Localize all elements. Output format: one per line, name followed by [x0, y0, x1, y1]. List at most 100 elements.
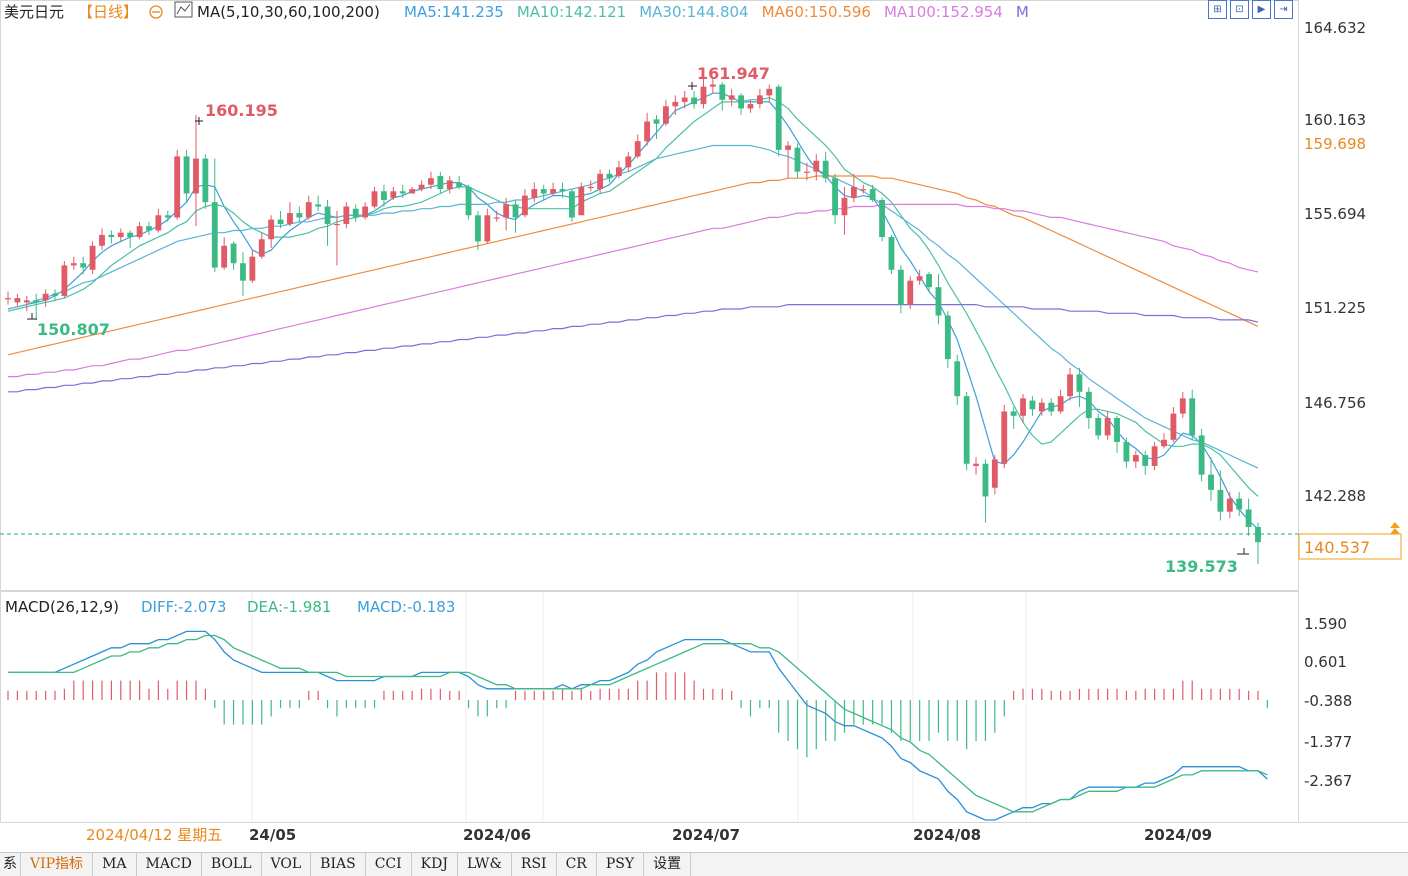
- candle: [268, 215, 275, 248]
- tab-psy[interactable]: PSY: [597, 853, 645, 876]
- tab-vip-indicators[interactable]: VIP指标: [21, 853, 94, 876]
- candle: [399, 184, 406, 198]
- candle: [681, 91, 688, 109]
- current-price-label: 140.537: [1304, 538, 1370, 557]
- candle-body: [1067, 374, 1073, 397]
- candle: [418, 180, 425, 192]
- price-arrow-icon[interactable]: [1390, 528, 1400, 534]
- tab-kdj[interactable]: KDJ: [412, 853, 458, 876]
- candle: [202, 154, 209, 209]
- period-label[interactable]: 【日线】: [78, 3, 138, 21]
- candle-body: [1010, 411, 1017, 416]
- price-arrow-icon[interactable]: [1390, 522, 1400, 528]
- candle-body: [766, 88, 773, 96]
- candle-body: [1189, 398, 1196, 436]
- candle-body: [240, 263, 246, 281]
- grid-icon[interactable]: ⊞: [1208, 0, 1227, 19]
- candle: [1226, 492, 1233, 519]
- candle-body: [42, 293, 49, 301]
- candle-body: [475, 215, 481, 242]
- candle: [1245, 498, 1252, 536]
- tab-cci[interactable]: CCI: [366, 853, 412, 876]
- candle-body: [305, 202, 312, 218]
- candle-body: [935, 287, 942, 316]
- ma-values: MA5:141.235 MA10:142.121 MA30:144.804 MA60:…: [404, 3, 1029, 21]
- tab-bias[interactable]: BIAS: [311, 853, 366, 876]
- candle: [305, 195, 312, 220]
- candle: [653, 114, 660, 139]
- candle: [1217, 470, 1224, 521]
- candle: [146, 221, 152, 235]
- candle-body: [183, 156, 190, 194]
- candle-body: [587, 186, 594, 189]
- candle: [738, 93, 744, 115]
- candle-body: [559, 189, 566, 192]
- candle-body: [531, 189, 538, 198]
- play-icon[interactable]: ▶: [1252, 0, 1271, 19]
- macd-diff: DIFF:-2.073: [141, 598, 226, 616]
- ma-value-1: MA10:142.121: [517, 3, 626, 21]
- tab-boll[interactable]: BOLL: [202, 853, 262, 876]
- forward-icon[interactable]: ⇥: [1274, 0, 1293, 19]
- candle-body: [1142, 455, 1149, 466]
- candle: [164, 210, 171, 222]
- candle: [822, 152, 829, 183]
- macd-title: MACD(26,12,9): [5, 598, 119, 616]
- candle: [352, 204, 359, 222]
- x-label-aug: 2024/08: [913, 826, 981, 844]
- candle: [258, 232, 265, 259]
- ma-value-5: M: [1016, 3, 1029, 21]
- zoom-icon[interactable]: ⊡: [1230, 0, 1249, 19]
- candle: [465, 184, 472, 220]
- macd-hist-value: MACD:-0.183: [357, 598, 455, 616]
- candle-body: [456, 182, 463, 187]
- candle: [221, 237, 228, 270]
- candle-body: [1151, 446, 1158, 466]
- price-tick: 142.288: [1304, 487, 1366, 505]
- candle: [756, 88, 763, 109]
- candle: [512, 200, 519, 233]
- candle: [14, 293, 21, 307]
- candle-body: [879, 200, 885, 238]
- macd-axis: 1.590 0.601 -0.388 -1.377 -2.367: [1304, 615, 1352, 790]
- chart-svg[interactable]: 164.632 160.163 159.698 155.694 151.225 …: [0, 0, 1408, 852]
- candle-body: [926, 274, 932, 288]
- tab-vol[interactable]: VOL: [262, 853, 312, 876]
- candle: [879, 197, 885, 242]
- candle: [907, 276, 914, 309]
- tab-macd[interactable]: MACD: [137, 853, 202, 876]
- candle-body: [1198, 435, 1205, 475]
- candle: [52, 289, 58, 301]
- candle: [1208, 457, 1214, 501]
- candle: [437, 171, 444, 194]
- candle: [860, 184, 867, 194]
- candle: [597, 169, 604, 194]
- candle: [127, 230, 134, 248]
- minus-circle-icon[interactable]: [149, 5, 163, 19]
- candle-body: [334, 223, 340, 226]
- candle: [409, 186, 416, 194]
- price-tick: 155.694: [1304, 205, 1366, 223]
- tab-settings[interactable]: 设置: [644, 853, 692, 876]
- candle: [1161, 433, 1167, 449]
- candle: [42, 289, 49, 307]
- candle-body: [1226, 498, 1233, 512]
- candle-body: [230, 243, 237, 264]
- price-axis: 164.632 160.163 159.698 155.694 151.225 …: [1304, 19, 1366, 505]
- candle-body: [653, 119, 660, 124]
- candle: [174, 149, 181, 220]
- candle: [606, 169, 613, 183]
- candle: [1179, 391, 1186, 418]
- tab-system[interactable]: 系: [0, 853, 21, 876]
- tab-cr[interactable]: CR: [557, 853, 597, 876]
- ma-chart-icon[interactable]: [174, 1, 193, 18]
- candle-body: [597, 173, 604, 190]
- tab-ma[interactable]: MA: [93, 853, 137, 876]
- tab-lw[interactable]: LW&: [458, 853, 512, 876]
- candle: [841, 186, 848, 235]
- candle: [531, 182, 538, 203]
- candle-body: [127, 232, 134, 238]
- tab-rsi[interactable]: RSI: [512, 853, 557, 876]
- candle: [625, 152, 632, 172]
- candle-body: [869, 189, 876, 200]
